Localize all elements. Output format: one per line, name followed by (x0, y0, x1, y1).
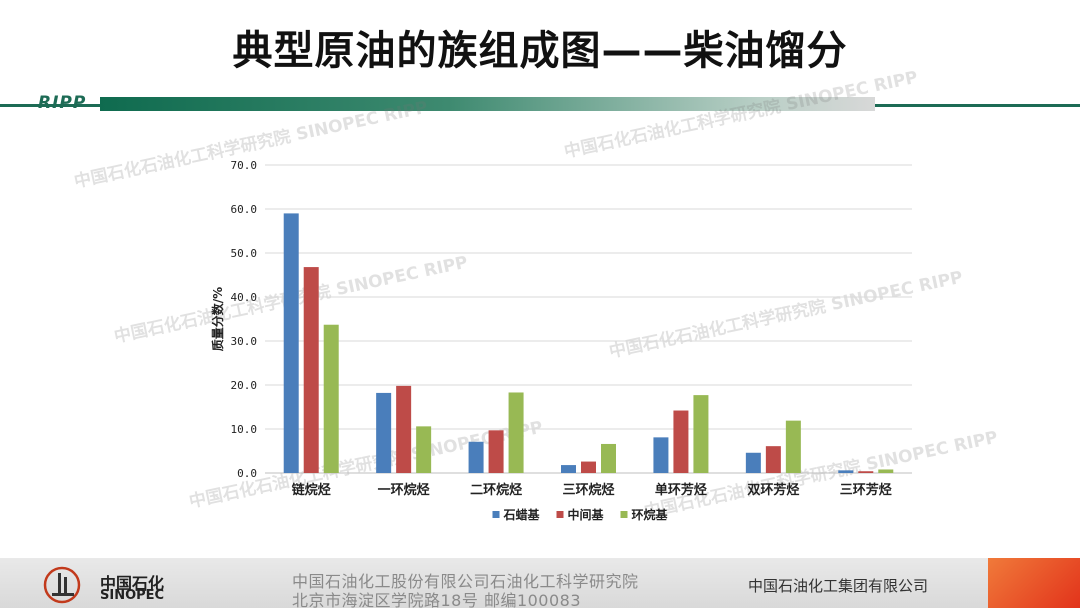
y-tick-label: 20.0 (231, 379, 258, 392)
bar (508, 392, 524, 473)
bar (581, 461, 596, 473)
bar-chart: 0.0 10.0 20.0 30.0 40.0 50.0 60.0 70.0 质量分数/% 链烷烃… (210, 159, 912, 522)
x-tick-label: 双环芳烃 (747, 482, 799, 498)
legend-swatch (492, 511, 500, 518)
y-tick-label: 70.0 (231, 159, 258, 172)
x-tick-label: 三环芳烃 (840, 482, 892, 498)
legend-label: 石蜡基 (503, 507, 541, 522)
legend-swatch (620, 511, 628, 518)
bar (838, 470, 854, 473)
bar (878, 469, 894, 473)
logo-chinese-name: 中国石化 (100, 574, 165, 593)
y-tick-label: 50.0 (231, 247, 258, 260)
bar (376, 392, 392, 473)
slide-title: 典型原油的族组成图——柴油馏分 (232, 28, 848, 74)
bar (303, 267, 319, 473)
bar (858, 471, 874, 473)
y-axis-label: 质量分数/% (210, 287, 225, 351)
bar (396, 385, 412, 473)
footer-bar (0, 558, 1080, 608)
header-gradient-bar (100, 97, 875, 111)
x-tick-label: 一环烷烃 (378, 482, 430, 498)
bar (561, 465, 576, 473)
ripp-logo-text: RIPP (38, 93, 87, 113)
sinopec-logo-icon (43, 566, 81, 604)
logo-english-name: SINOPEC (100, 588, 165, 603)
bar (745, 452, 761, 473)
bar (468, 441, 484, 473)
footer-group-name: 中国石油化工集团有限公司 (748, 577, 929, 595)
bar (765, 446, 781, 473)
bar (673, 410, 689, 473)
bar (283, 213, 299, 473)
bar (785, 420, 801, 473)
bar (323, 324, 339, 473)
watermark: 中国石化石油化工科学研究院 SINOPEC RIPP (562, 67, 920, 163)
footer-address-line-1: 中国石油化工股份有限公司石油化工科学研究院 (292, 572, 639, 591)
bar (693, 395, 709, 473)
footer-red-block (988, 558, 1080, 608)
bar (488, 430, 504, 473)
bar (416, 426, 432, 473)
bar (601, 443, 616, 473)
x-tick-label: 链烷烃 (291, 482, 331, 498)
x-tick-label: 三环烷烃 (562, 482, 614, 498)
legend-label: 环烷基 (632, 507, 669, 522)
y-tick-label: 40.0 (231, 291, 258, 304)
y-tick-label: 0.0 (237, 467, 257, 480)
y-tick-label: 30.0 (231, 335, 258, 348)
x-tick-label: 单环芳烃 (655, 482, 707, 498)
legend-swatch (556, 511, 564, 518)
x-tick-label: 二环烷烃 (470, 482, 522, 498)
footer-address-line-2: 北京市海淀区学院路18号 邮编100083 (292, 591, 582, 610)
y-tick-label: 10.0 (231, 423, 258, 436)
y-tick-label: 60.0 (231, 203, 258, 216)
legend-label: 中间基 (568, 507, 605, 522)
bar (653, 437, 669, 473)
